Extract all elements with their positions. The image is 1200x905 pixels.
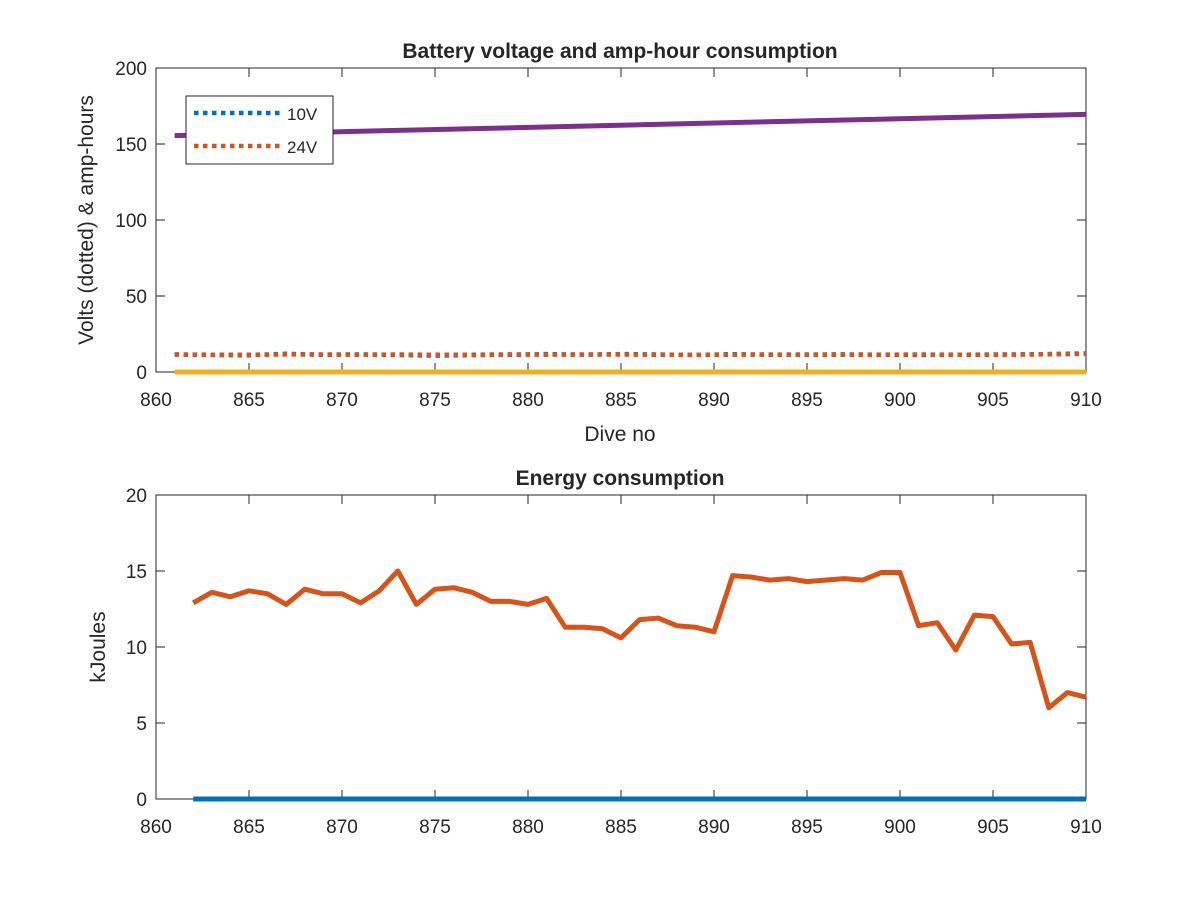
top-x-tick-label: 910 — [1070, 390, 1102, 411]
top-legend: 10V 24V — [185, 95, 334, 165]
bottom-x-tick-label: 910 — [1070, 817, 1102, 838]
top-x-tick-label: 880 — [512, 390, 544, 411]
legend-box — [185, 95, 334, 165]
bottom-axes-box — [155, 494, 1087, 800]
bottom-x-tick-label: 890 — [698, 817, 730, 838]
top-series-line-1 — [174, 351, 1087, 358]
bottom-x-tick-label: 875 — [419, 817, 451, 838]
top-x-tick-label: 900 — [884, 390, 916, 411]
top-x-tick-label: 860 — [140, 390, 172, 411]
top-x-tick-label: 875 — [419, 390, 451, 411]
top-axes: Battery voltage and amp-hour consumption… — [75, 40, 1102, 446]
top-y-axis-label: Volts (dotted) & amp-hours — [75, 95, 98, 345]
bottom-plot-area: 860 865 870 875 880 885 890 895 900 905 910 0 5 10 15 2… — [126, 486, 1102, 838]
top-y-tick-label: 50 — [126, 287, 147, 308]
top-y-tick-label: 0 — [136, 363, 147, 384]
bottom-x-tick-label: 880 — [512, 817, 544, 838]
bottom-x-tick-label: 895 — [791, 817, 823, 838]
bottom-y-tick-label: 15 — [126, 562, 147, 583]
top-x-tick-label: 885 — [605, 390, 637, 411]
top-x-tick-label: 870 — [326, 390, 358, 411]
bottom-chart-title: Energy consumption — [516, 467, 725, 490]
legend-label-10v: 10V — [287, 105, 318, 124]
bottom-x-tick-label: 885 — [605, 817, 637, 838]
bottom-x-tick-label: 865 — [233, 817, 265, 838]
bottom-axes: Energy consumption kJoules 860 865 870 875 8… — [87, 467, 1102, 838]
bottom-x-tick-label: 905 — [977, 817, 1009, 838]
bottom-y-axis-label: kJoules — [87, 611, 110, 682]
top-chart-title: Battery voltage and amp-hour consumption — [402, 40, 837, 63]
top-x-tick-label: 905 — [977, 390, 1009, 411]
top-x-axis-label: Dive no — [584, 423, 655, 446]
bottom-x-tick-label: 870 — [326, 817, 358, 838]
bottom-y-tick-label: 0 — [136, 790, 147, 811]
bottom-x-tick-label: 900 — [884, 817, 916, 838]
bottom-y-tick-label: 5 — [136, 714, 147, 735]
bottom-series-line-0 — [191, 568, 1087, 711]
legend-label-24v: 24V — [287, 138, 318, 157]
top-y-tick-label: 150 — [115, 135, 147, 156]
top-x-tick-label: 865 — [233, 390, 265, 411]
bottom-x-tick-label: 860 — [140, 817, 172, 838]
bottom-y-tick-label: 10 — [126, 638, 147, 659]
top-y-tick-label: 100 — [115, 211, 147, 232]
top-y-tick-label: 200 — [115, 59, 147, 80]
top-x-tick-label: 895 — [791, 390, 823, 411]
top-x-tick-label: 890 — [698, 390, 730, 411]
bottom-y-tick-label: 20 — [126, 486, 147, 507]
